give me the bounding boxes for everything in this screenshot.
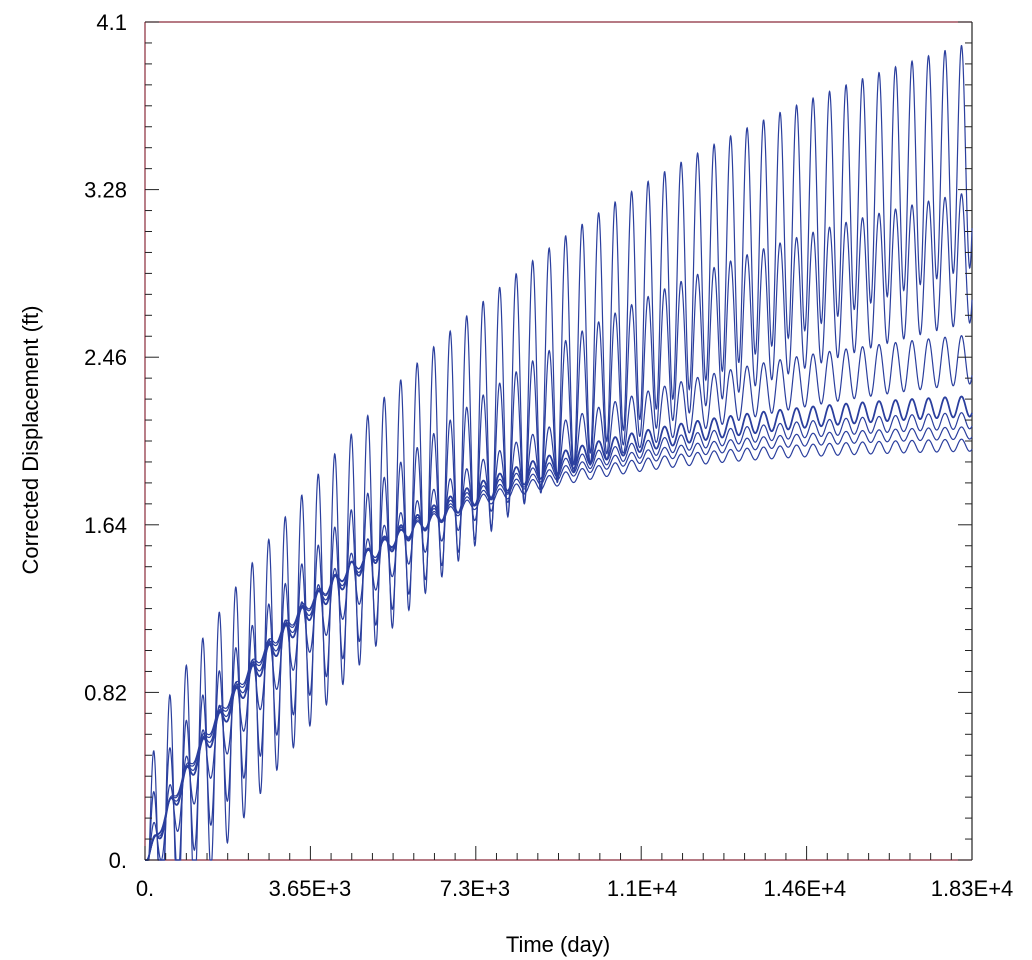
plot-frame	[144, 21, 973, 861]
series-line	[145, 193, 973, 861]
y-tick-label: 0.82	[84, 680, 127, 705]
y-tick-label: 4.1	[96, 10, 127, 35]
y-tick-label: 1.64	[84, 513, 127, 538]
series-line	[145, 412, 973, 861]
y-tick-label: 2.46	[84, 345, 127, 370]
x-tick-label: 0.	[136, 876, 154, 901]
series-line	[145, 426, 973, 861]
series-line	[145, 44, 973, 861]
y-tick-label: 0.	[109, 848, 127, 873]
x-tick-label: 3.65E+3	[269, 876, 352, 901]
labels-layer: 0. 0.82 1.64 2.46 3.28 4.1 0. 3.65E+3 7.3E+3 1.1E…	[84, 10, 1013, 901]
x-tick-label: 1.1E+4	[607, 876, 677, 901]
ticks-layer	[144, 21, 973, 861]
x-tick-label: 1.83E+4	[931, 876, 1014, 901]
series-line	[145, 335, 973, 861]
y-tick-label: 3.28	[84, 178, 127, 203]
x-tick-label: 7.3E+3	[440, 876, 510, 901]
x-tick-label: 1.46E+4	[764, 876, 847, 901]
series-layer	[145, 44, 973, 861]
y-axis-title: Corrected Displacement (ft)	[18, 306, 43, 575]
series-line	[145, 438, 973, 861]
x-axis-title: Time (day)	[506, 932, 610, 957]
